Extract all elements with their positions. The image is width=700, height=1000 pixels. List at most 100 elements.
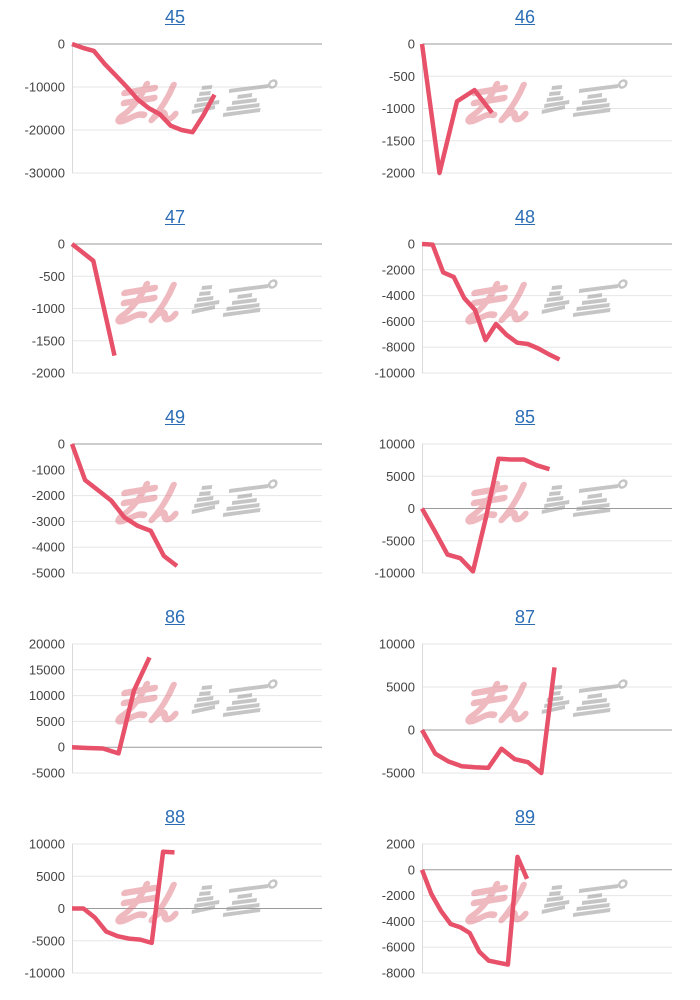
y-axis-tick-label: -6000 [382, 314, 415, 329]
series-line [71, 656, 152, 756]
chart-title-link[interactable]: 46 [514, 7, 536, 27]
y-axis-tick-label: -2000 [382, 166, 415, 181]
chart-title-link[interactable]: 45 [164, 7, 186, 27]
chart-canvas: 10000 5000 0 -5000 [379, 637, 672, 781]
y-axis-tick-label: -3000 [32, 514, 65, 529]
minrepo-watermark-icon [115, 479, 278, 525]
y-axis-tick-label: 20000 [29, 637, 65, 652]
chart-canvas: 2000 0 -2000 -4000 -6000 -8000 [382, 837, 672, 981]
y-axis-tick-label: -5000 [32, 766, 65, 781]
chart-title: 49 [0, 407, 350, 428]
chart-title: 87 [350, 607, 700, 628]
y-axis-tick-label: 0 [58, 37, 65, 52]
chart-canvas: 0 -10000 -20000 -30000 [25, 37, 322, 181]
chart-title: 86 [0, 607, 350, 628]
y-axis-tick-label: -5000 [382, 533, 415, 548]
y-axis-tick-label: -1000 [32, 462, 65, 477]
y-axis-tick-label: -5000 [32, 566, 65, 581]
series-line [72, 849, 175, 946]
chart-cell: 85 10000 5000 0 -5000 -10000 [350, 400, 700, 600]
minrepo-watermark-icon [115, 679, 278, 725]
series-line [419, 854, 530, 967]
y-axis-tick-label: -10000 [25, 966, 65, 981]
series-line [69, 443, 179, 568]
chart-cell: 86 20000 15000 10000 5000 0 -5000 [0, 600, 350, 800]
y-axis-tick-label: -10000 [375, 366, 415, 381]
chart-title-link[interactable]: 49 [164, 407, 186, 427]
y-axis-tick-label: -500 [389, 69, 415, 84]
series-line [419, 43, 494, 176]
chart-cell: 48 0 -2000 -4000 -6000 -8000 -10000 [350, 200, 700, 400]
chart-title-link[interactable]: 85 [514, 407, 536, 427]
y-axis-tick-label: -2000 [32, 366, 65, 381]
chart-title-link[interactable]: 47 [164, 207, 186, 227]
chart-title-link[interactable]: 89 [514, 807, 536, 827]
chart-cell: 46 0 -500 -1000 -1500 -2000 [350, 0, 700, 200]
chart-cell: 89 2000 0 -2000 -4000 -6000 -8000 [350, 800, 700, 1000]
y-axis-tick-label: 0 [58, 237, 65, 252]
chart-cell: 49 0 -1000 -2000 -3000 -4000 -5000 [0, 400, 350, 600]
y-axis-tick-label: -4000 [382, 914, 415, 929]
y-axis-tick-label: 10000 [29, 688, 65, 703]
y-axis-tick-label: -2000 [382, 888, 415, 903]
series-line [70, 242, 117, 357]
y-axis-tick-label: -1500 [32, 333, 65, 348]
chart-cell: 87 10000 5000 0 -5000 [350, 600, 700, 800]
chart-title-link[interactable]: 88 [164, 807, 186, 827]
chart-title: 47 [0, 207, 350, 228]
y-axis-tick-label: -6000 [382, 940, 415, 955]
y-axis-tick-label: 5000 [386, 469, 415, 484]
y-axis-tick-label: 0 [58, 740, 65, 755]
y-axis-tick-label: 15000 [29, 662, 65, 677]
minrepo-watermark-icon [465, 879, 628, 925]
chart-title-link[interactable]: 48 [514, 207, 536, 227]
chart-title: 85 [350, 407, 700, 428]
y-axis-tick-label: -1000 [382, 101, 415, 116]
y-axis-tick-label: 0 [408, 862, 415, 877]
y-axis-tick-label: -4000 [32, 540, 65, 555]
chart-cell: 45 0 -10000 -20000 -30000 [0, 0, 350, 200]
y-axis-tick-label: 0 [408, 501, 415, 516]
y-axis-tick-label: -5000 [32, 933, 65, 948]
minrepo-watermark-icon [465, 279, 628, 325]
chart-title: 48 [350, 207, 700, 228]
chart-title-link[interactable]: 86 [164, 607, 186, 627]
chart-title: 46 [350, 7, 700, 28]
y-axis-tick-label: -10000 [375, 566, 415, 581]
chart-canvas: 10000 5000 0 -5000 -10000 [375, 437, 672, 581]
chart-cell: 88 10000 5000 0 -5000 -10000 [0, 800, 350, 1000]
minrepo-watermark-icon [115, 879, 278, 925]
chart-canvas: 0 -1000 -2000 -3000 -4000 -5000 [32, 437, 322, 581]
series-line [71, 41, 217, 135]
y-axis-tick-label: -8000 [382, 966, 415, 981]
y-axis-tick-label: 0 [408, 723, 415, 738]
chart-title-link[interactable]: 87 [514, 607, 536, 627]
y-axis-tick-label: 0 [58, 437, 65, 452]
y-axis-tick-label: -1500 [382, 133, 415, 148]
chart-canvas: 0 -2000 -4000 -6000 -8000 -10000 [375, 237, 672, 381]
y-axis-tick-label: -1000 [32, 301, 65, 316]
minrepo-watermark-icon [465, 79, 628, 125]
chart-title: 88 [0, 807, 350, 828]
y-axis-tick-label: 0 [408, 237, 415, 252]
minrepo-watermark-icon [115, 279, 278, 325]
y-axis-tick-label: -500 [39, 269, 65, 284]
y-axis-tick-label: 10000 [379, 637, 415, 652]
y-axis-tick-label: 5000 [36, 714, 65, 729]
series-line [420, 456, 551, 574]
y-axis-tick-label: 5000 [36, 869, 65, 884]
y-axis-tick-label: -2000 [382, 262, 415, 277]
y-axis-tick-label: 10000 [379, 437, 415, 452]
y-axis-tick-label: -5000 [382, 766, 415, 781]
y-axis-tick-label: -2000 [32, 488, 65, 503]
chart-canvas: 20000 15000 10000 5000 0 -5000 [29, 637, 322, 781]
series-line [420, 667, 557, 776]
y-axis-tick-label: 0 [408, 37, 415, 52]
y-axis-tick-label: -8000 [382, 340, 415, 355]
y-axis-tick-label: -10000 [25, 80, 65, 95]
y-axis-tick-label: -30000 [25, 166, 65, 181]
chart-canvas: 0 -500 -1000 -1500 -2000 [382, 37, 672, 181]
chart-title: 89 [350, 807, 700, 828]
chart-title: 45 [0, 7, 350, 28]
